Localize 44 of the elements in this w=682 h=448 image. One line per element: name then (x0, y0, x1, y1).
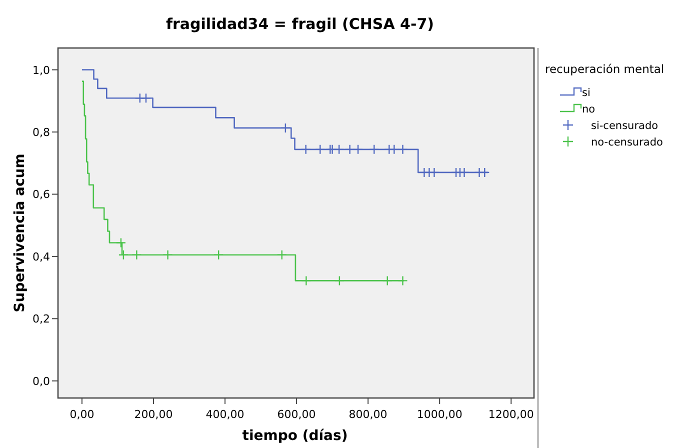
point (315, 144, 326, 155)
legend-label: si (582, 87, 590, 99)
point (480, 167, 490, 178)
legend-label: no (582, 104, 596, 116)
point (140, 92, 152, 104)
x-tick-label: 1200,00 (488, 408, 534, 421)
point (398, 276, 408, 286)
point (116, 238, 126, 248)
point (389, 144, 400, 155)
point (334, 276, 345, 286)
x-tick-label: 600,00 (277, 408, 316, 421)
y-axis-title: Supervivencia acum (12, 154, 28, 312)
legend-title: recuperación mental (545, 62, 664, 76)
chart-title: fragilidad34 = fragil (CHSA 4-7) (166, 15, 434, 33)
point (301, 276, 312, 286)
point (382, 276, 392, 286)
legend-label: si-censurado (591, 120, 658, 132)
point (213, 250, 224, 260)
legend-label: no-censurado (591, 136, 663, 148)
point (398, 144, 408, 155)
x-tick-label: 800,00 (348, 408, 388, 421)
point (429, 167, 440, 178)
x-tick-label: 0,00 (70, 408, 94, 421)
point (162, 250, 173, 260)
x-tick-label: 1000,00 (416, 408, 462, 421)
y-tick-label: 1,0 (32, 64, 50, 77)
point (300, 144, 311, 155)
point (344, 144, 355, 155)
y-tick-label: 0,2 (32, 312, 50, 326)
y-tick-label: 0,4 (32, 250, 50, 264)
y-tick-label: 0,6 (32, 188, 50, 202)
x-tick-label: 400,00 (206, 408, 244, 421)
point (132, 250, 142, 260)
point (352, 144, 364, 155)
y-tick-label: 0,8 (32, 126, 50, 139)
point (276, 250, 287, 260)
x-tick-label: 200,00 (134, 408, 173, 421)
x-axis-title: tiempo (días) (242, 428, 348, 444)
y-tick-label: 0,0 (32, 374, 50, 388)
point (369, 144, 380, 155)
point (280, 122, 291, 134)
point (118, 250, 129, 260)
point (334, 144, 344, 155)
point (459, 167, 470, 178)
